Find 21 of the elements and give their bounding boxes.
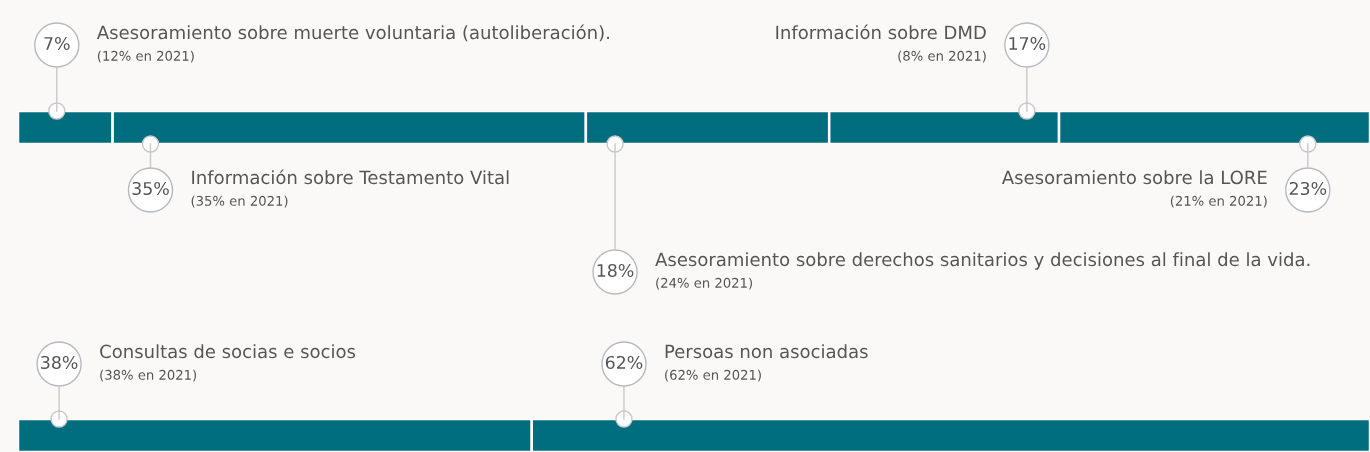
data-label: 18% (597, 263, 634, 278)
text: (12% en 2021) (97, 50, 194, 63)
text: Información sobre Testamento Vital (192, 169, 509, 185)
data-label: 7% (44, 36, 70, 51)
text: Consultas de socias e socios (100, 344, 356, 359)
text: (8% en 2021) (898, 50, 986, 63)
data-label: 38% (41, 355, 78, 370)
data-label: 17% (1009, 36, 1046, 51)
text: (38% en 2021) (100, 369, 197, 382)
text: (62% en 2021) (665, 369, 761, 382)
text: (24% en 2021) (656, 277, 752, 290)
data-label: 23% (1289, 181, 1327, 196)
data-label: 62% (605, 355, 643, 370)
text: Información sobre DMD (776, 24, 986, 40)
text: Persoas non asociadas (665, 344, 868, 359)
text: Asesoramiento sobre muerte voluntaria (autoliberación). (96, 24, 609, 42)
data-label: 35% (132, 181, 169, 196)
text: Asesoramiento sobre la LORE (1001, 170, 1267, 185)
text: (21% en 2021) (1170, 195, 1267, 208)
text: (35% en 2021) (191, 195, 288, 208)
text: Asesoramiento sobre derechos sanitarios y decisiones al final de la vida. (655, 252, 1310, 270)
